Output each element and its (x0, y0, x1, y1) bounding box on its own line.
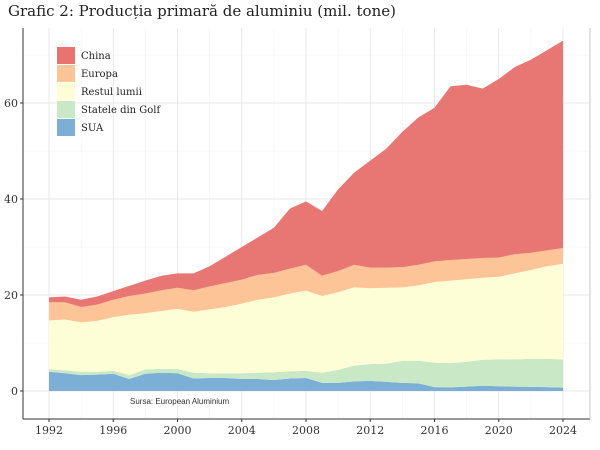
x-tick-label: 2020 (485, 424, 513, 437)
source-note: Sursa: European Aluminium (130, 397, 230, 406)
legend-label: China (81, 51, 111, 62)
y-tick-label: 40 (4, 193, 18, 206)
x-tick-label: 2008 (292, 424, 320, 437)
x-tick-label: 1996 (99, 424, 127, 437)
area-statele-din-golf (49, 358, 563, 388)
legend-swatch (57, 101, 75, 118)
legend-swatch (57, 83, 75, 100)
legend-swatch (57, 47, 75, 64)
y-tick-label: 60 (4, 97, 18, 110)
area-sua (49, 371, 563, 391)
area-europa (49, 247, 563, 323)
x-tick-label: 2012 (356, 424, 384, 437)
legend-label: Restul lumii (81, 87, 142, 98)
legend-label: SUA (81, 123, 104, 134)
area-restul-lumii (49, 263, 563, 376)
area-china (49, 40, 563, 307)
legend-label: Europa (81, 69, 118, 80)
y-tick-label: 0 (11, 385, 18, 398)
chart-title: Grafic 2: Producția primară de aluminiu … (8, 2, 396, 20)
x-tick-label: 2024 (549, 424, 577, 437)
legend-swatch (57, 119, 75, 136)
y-tick-label: 20 (4, 289, 18, 302)
legend-label: Statele din Golf (81, 105, 161, 116)
legend-swatch (57, 65, 75, 82)
x-tick-label: 2016 (421, 424, 449, 437)
x-tick-label: 2000 (164, 424, 192, 437)
x-tick-label: 1992 (35, 424, 63, 437)
x-tick-label: 2004 (228, 424, 256, 437)
areas (49, 40, 563, 391)
legend: China Europa Restul lumii Statele din Golf S… (57, 47, 161, 136)
axes: 0 20 40 60 1992 1996 2000 2004 2008 2012 2016 2020 2… (4, 28, 591, 437)
